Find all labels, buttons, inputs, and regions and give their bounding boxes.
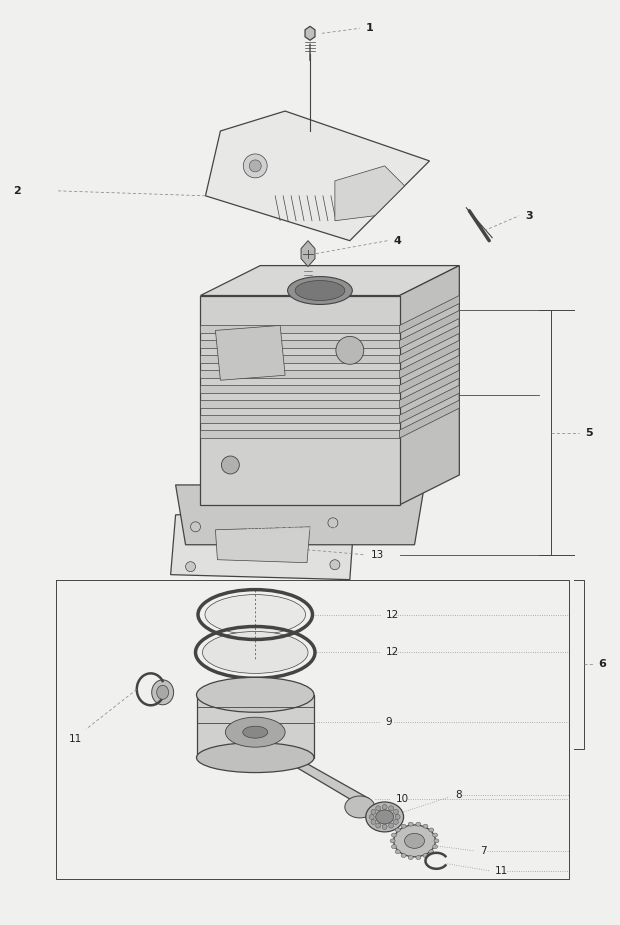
Ellipse shape: [433, 845, 438, 848]
Polygon shape: [305, 26, 315, 41]
Ellipse shape: [429, 828, 434, 832]
Bar: [197, 695, 314, 758]
Circle shape: [393, 820, 399, 824]
Circle shape: [382, 824, 387, 830]
Circle shape: [370, 814, 374, 820]
Bar: [200, 385, 400, 393]
Ellipse shape: [391, 833, 396, 837]
Polygon shape: [400, 295, 459, 333]
Text: 2: 2: [14, 186, 21, 196]
Circle shape: [185, 561, 195, 572]
Text: 6: 6: [599, 660, 606, 670]
Text: 4: 4: [394, 236, 402, 246]
Polygon shape: [400, 326, 459, 364]
Ellipse shape: [401, 854, 406, 857]
Circle shape: [393, 809, 399, 814]
Polygon shape: [400, 265, 459, 505]
Circle shape: [376, 806, 381, 811]
Bar: [200, 326, 400, 333]
Circle shape: [243, 154, 267, 178]
Ellipse shape: [408, 856, 413, 859]
Ellipse shape: [405, 833, 425, 848]
Bar: [200, 340, 400, 349]
Ellipse shape: [408, 822, 413, 826]
Circle shape: [389, 806, 394, 811]
Bar: [200, 295, 400, 505]
Text: 11: 11: [495, 866, 508, 876]
Text: 3: 3: [525, 211, 533, 221]
Circle shape: [371, 820, 376, 824]
Ellipse shape: [243, 726, 268, 738]
Ellipse shape: [376, 810, 394, 824]
Bar: [200, 370, 400, 378]
Polygon shape: [400, 385, 459, 423]
Bar: [200, 355, 400, 364]
Circle shape: [328, 518, 338, 528]
Text: 12: 12: [386, 648, 399, 658]
Ellipse shape: [345, 796, 374, 818]
Text: 5: 5: [585, 427, 592, 438]
Text: 12: 12: [386, 610, 399, 620]
Ellipse shape: [205, 595, 306, 635]
Ellipse shape: [433, 833, 438, 837]
Bar: [200, 415, 400, 423]
Polygon shape: [170, 510, 355, 580]
Polygon shape: [335, 166, 405, 221]
Text: 11: 11: [69, 734, 82, 745]
Ellipse shape: [152, 680, 174, 705]
Ellipse shape: [423, 854, 428, 857]
Circle shape: [249, 160, 261, 172]
Text: 1: 1: [366, 23, 373, 33]
Ellipse shape: [366, 802, 404, 832]
Polygon shape: [215, 326, 285, 380]
Polygon shape: [400, 355, 459, 393]
Circle shape: [376, 823, 381, 828]
Ellipse shape: [416, 822, 421, 826]
Circle shape: [395, 814, 400, 820]
Circle shape: [330, 560, 340, 570]
Polygon shape: [200, 265, 459, 295]
Ellipse shape: [423, 824, 428, 828]
Polygon shape: [175, 485, 425, 545]
Polygon shape: [400, 401, 459, 438]
Ellipse shape: [394, 825, 435, 857]
Ellipse shape: [221, 456, 239, 474]
Ellipse shape: [157, 685, 169, 699]
Ellipse shape: [197, 743, 314, 772]
Circle shape: [382, 805, 387, 809]
Text: 9: 9: [386, 717, 392, 727]
Ellipse shape: [197, 677, 314, 712]
Ellipse shape: [396, 850, 401, 854]
Polygon shape: [400, 370, 459, 408]
Ellipse shape: [226, 717, 285, 747]
Polygon shape: [215, 527, 310, 562]
Ellipse shape: [434, 839, 439, 843]
Circle shape: [336, 337, 364, 364]
Text: 7: 7: [480, 845, 487, 856]
Circle shape: [190, 522, 200, 532]
Ellipse shape: [429, 850, 434, 854]
Text: 13: 13: [371, 549, 384, 560]
Ellipse shape: [390, 839, 395, 843]
Polygon shape: [400, 311, 459, 349]
Polygon shape: [400, 340, 459, 378]
Ellipse shape: [416, 856, 421, 859]
Ellipse shape: [401, 824, 406, 828]
Polygon shape: [205, 111, 430, 240]
Circle shape: [371, 809, 376, 814]
Polygon shape: [301, 240, 315, 266]
Text: ReplacementParts.com: ReplacementParts.com: [246, 524, 374, 535]
Ellipse shape: [396, 828, 401, 832]
Ellipse shape: [203, 632, 308, 673]
Bar: [200, 430, 400, 438]
Polygon shape: [274, 754, 370, 799]
Text: 10: 10: [396, 794, 409, 804]
Ellipse shape: [288, 277, 352, 304]
Text: 8: 8: [455, 790, 462, 800]
Ellipse shape: [391, 845, 396, 848]
Circle shape: [389, 823, 394, 828]
Ellipse shape: [295, 280, 345, 301]
Bar: [200, 401, 400, 408]
